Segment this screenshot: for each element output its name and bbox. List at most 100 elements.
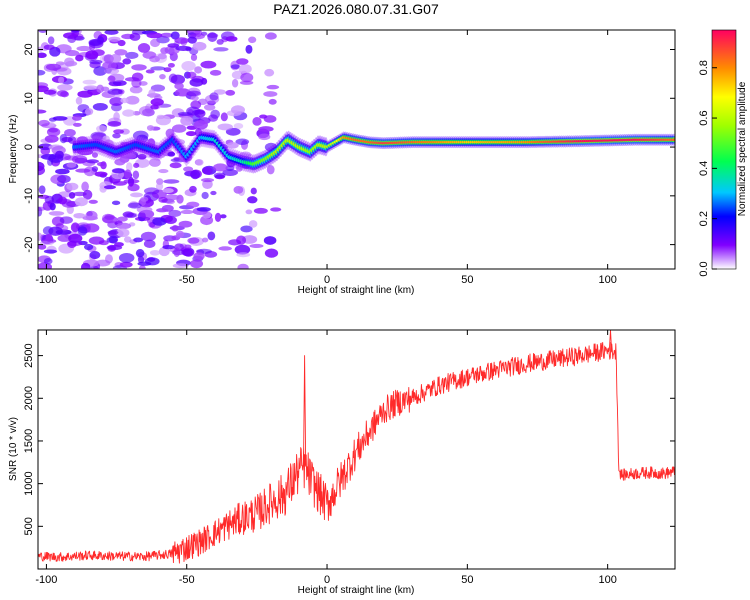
snr-y-tick-label: 2500: [23, 343, 35, 367]
spectrogram-noise-blob: [253, 207, 268, 214]
figure-title: PAZ1.2026.080.07.31.G07: [273, 1, 439, 17]
spectrogram-y-ticks: -20 -10 0 10 20: [23, 43, 675, 253]
spectrogram-noise-blob: [209, 92, 219, 101]
spectrogram-noise-blob: [107, 75, 116, 83]
spectrogram-noise-blob: [43, 257, 53, 265]
spectrogram-noise-blob: [213, 47, 229, 52]
spectrogram-noise-blob: [43, 249, 58, 254]
spectrogram-noise-blob: [264, 32, 277, 40]
spectrogram-noise-blob: [231, 78, 239, 88]
spectrogram-noise-blob: [149, 55, 160, 63]
spectrogram-noise-blob: [235, 138, 250, 145]
spectrogram-noise-blob: [75, 54, 84, 62]
spectrogram-noise-blob: [150, 66, 166, 71]
spectrogram-noise-blob: [218, 246, 232, 251]
spectrogram-noise-blob: [111, 168, 125, 174]
spectrogram-noise-blob: [89, 251, 101, 260]
spectrogram-noise-blob: [117, 39, 126, 47]
spectrogram-noise-blob: [184, 244, 192, 250]
spectrogram-noise-blob: [86, 159, 99, 164]
snr-series-line: [38, 330, 675, 564]
spectrogram-noise-blob: [158, 196, 168, 203]
spectrogram-noise-blob: [38, 143, 53, 151]
spectrogram-noise-blob: [44, 135, 59, 143]
spectrogram-noise-blob: [195, 159, 204, 166]
spectrogram-noise-blob: [186, 201, 200, 208]
spectrogram-noise-blob: [150, 38, 160, 48]
spectrogram-noise-blob: [83, 223, 100, 233]
spectrogram-noise-blob: [125, 95, 140, 105]
spectrogram-noise-blob: [138, 265, 146, 269]
spectrogram-noise-blob: [165, 199, 175, 205]
spectrogram-noise-blob: [196, 207, 211, 212]
snr-y-tick-label: 1500: [23, 429, 35, 453]
snr-x-tick-label: 50: [461, 574, 473, 586]
spectrogram-noise-blob: [181, 61, 196, 71]
spectrogram-noise-blob: [116, 216, 128, 222]
spectrogram-noise-blob: [80, 262, 91, 269]
spectrogram-noise-blob: [163, 67, 172, 73]
spectrogram-x-tick-label: -100: [35, 274, 57, 286]
spectrogram-noise-blob: [66, 162, 77, 168]
spectrogram-noise-blob: [210, 190, 217, 196]
spectrogram-noise-blob: [238, 64, 252, 74]
spectrogram-noise-blob: [73, 122, 82, 127]
spectrogram-noise-blob: [38, 30, 48, 33]
spectrogram-noise-blob: [245, 209, 253, 215]
snr-y-tick-label: 2000: [23, 386, 35, 410]
spectrogram-y-tick-label: 20: [23, 43, 35, 55]
spectrogram-noise-blob: [96, 125, 108, 133]
spectrogram-noise-blob: [189, 78, 204, 87]
spectrogram-noise-blob: [190, 259, 204, 269]
spectrogram-noise-blob: [174, 37, 189, 44]
spectrogram-noise-blob: [132, 170, 140, 180]
spectrogram-noise-blob: [202, 167, 213, 175]
spectrogram-noise-blob: [57, 174, 71, 184]
spectrogram-noise-blob: [40, 154, 57, 160]
spectrogram-noise-blob: [138, 106, 154, 117]
spectrogram-noise-blob: [185, 131, 197, 137]
spectrogram-x-tick-label: 50: [461, 274, 473, 286]
spectrogram-noise-blob: [225, 36, 238, 42]
colorbar-ticks: 0.0 0.2 0.4 0.6 0.8: [698, 60, 717, 277]
spectrogram-noise-blob: [270, 207, 282, 212]
spectrogram-noise-blob: [111, 200, 121, 206]
spectrogram-noise-blob: [90, 131, 107, 141]
spectrogram-noise-blob: [220, 214, 227, 219]
spectrogram-noise-blob: [237, 263, 249, 269]
colorbar-tick-label: 0.0: [698, 261, 710, 276]
spectrogram-noise-blob: [233, 186, 244, 194]
spectrogram-noise-blob: [83, 85, 99, 90]
spectrogram-noise-blob: [242, 235, 258, 244]
spectrogram-noise-blob: [64, 155, 79, 161]
spectrogram-noise-blob: [52, 116, 68, 121]
snr-y-axis-label: SNR (10 * v/v): [8, 417, 19, 481]
spectrogram-noise-blob: [146, 32, 163, 39]
colorbar-label: Normalized spectral amplitude: [737, 81, 748, 216]
spectrogram-noise-blob: [268, 98, 277, 105]
spectrogram-noise-blob: [122, 211, 134, 218]
spectrogram-noise-blob: [152, 217, 167, 226]
spectrogram-noise-blob: [200, 77, 208, 85]
snr-x-tick-label: 0: [324, 574, 330, 586]
spectrogram-noise-blob: [45, 233, 53, 242]
spectrogram-noise-blob: [126, 162, 133, 172]
spectrogram-noise-blob: [65, 60, 78, 67]
spectrogram-noise-blob: [104, 30, 119, 35]
spectrogram-noise-blob: [127, 183, 140, 192]
spectrogram-noise-blob: [168, 209, 182, 217]
spectrogram-noise-blob: [82, 79, 97, 85]
spectrogram-noise-blob: [124, 169, 132, 179]
spectrogram-noise-blob: [234, 244, 251, 255]
spectrogram-noise-blob: [187, 36, 197, 44]
snr-x-tick-label: -100: [35, 574, 57, 586]
spectrogram-noise-blob: [233, 122, 244, 130]
spectrogram-noise-blob: [70, 222, 80, 233]
spectrogram-noise-blob: [68, 233, 83, 243]
spectrogram-noise-blob: [105, 254, 113, 264]
spectrogram-noise-blob: [81, 181, 89, 192]
spectrogram-noise-blob: [194, 66, 203, 74]
spectrogram-noise-blob: [131, 78, 142, 88]
spectrogram-noise-blob: [178, 220, 193, 228]
spectrogram-noise-blob: [66, 182, 79, 191]
